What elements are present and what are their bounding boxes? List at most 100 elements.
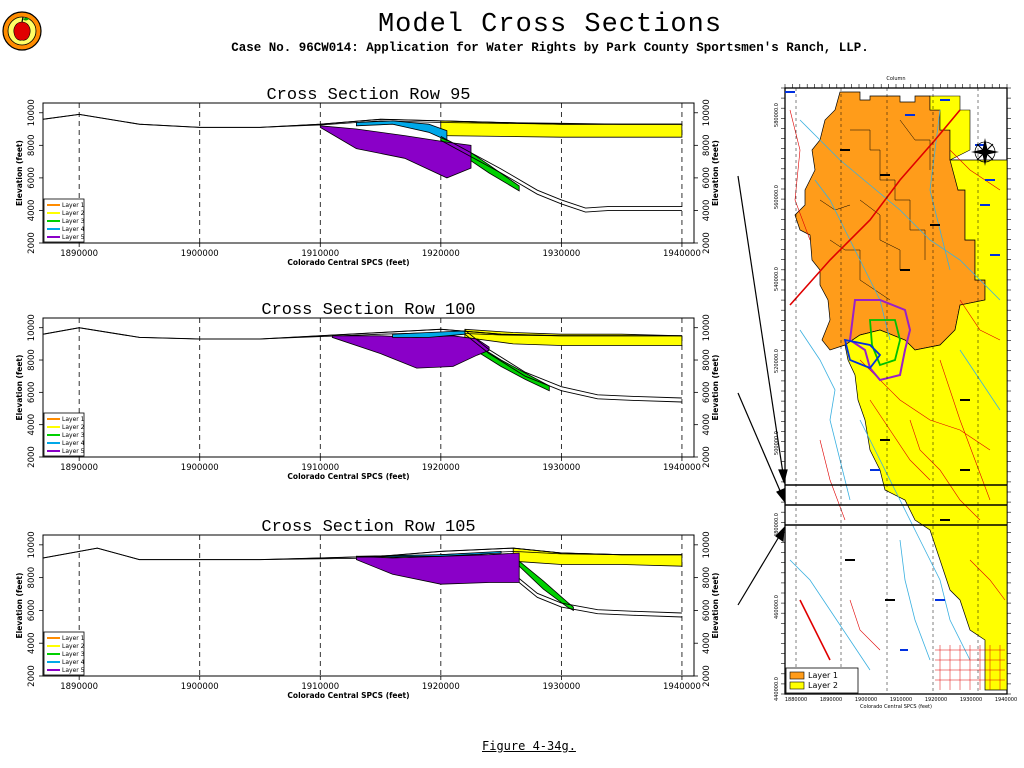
y-tick-label: 2000 <box>27 665 37 687</box>
x-axis-label: Colorado Central SPCS (feet) <box>287 258 409 267</box>
ground-surface-line <box>42 113 682 128</box>
map-well-markers <box>785 91 1000 651</box>
x-tick-label: 1900000 <box>181 682 219 692</box>
legend-label: Layer 4 <box>62 226 85 233</box>
legend-label: Layer 2 <box>62 643 85 650</box>
base-line <box>464 333 682 403</box>
legend-label: Layer 5 <box>62 667 85 674</box>
x-tick-label: 1940000 <box>663 249 701 259</box>
map-x-tick-label: 1930000 <box>960 697 982 703</box>
y-tick-label-right: 10000 <box>702 99 712 126</box>
x-tick-label: 1900000 <box>181 463 219 473</box>
y-axis-label-right: Elevation (feet) <box>711 573 720 639</box>
y-tick-label: 10000 <box>27 531 37 558</box>
y-axis-label-right: Elevation (feet) <box>711 355 720 421</box>
map-legend: Layer 1 Layer 2 <box>785 667 859 694</box>
x-tick-label: 1920000 <box>422 682 460 692</box>
legend-label: Layer 3 <box>62 651 85 658</box>
y-tick-label: 4000 <box>27 632 37 654</box>
base-line <box>440 140 682 213</box>
map-x-tick-label: 1890000 <box>820 697 842 703</box>
map-black-markers <box>840 149 970 601</box>
map-y-tick-label: 520000.0 <box>774 349 780 373</box>
y-tick-label: 4000 <box>27 200 37 222</box>
x-tick-label: 1890000 <box>60 682 98 692</box>
map-y-tick-label: 540000.0 <box>774 267 780 291</box>
pointer-arrows <box>737 175 788 606</box>
y-tick-label-right: 6000 <box>702 600 712 622</box>
map-x-tick-label: 1910000 <box>890 697 912 703</box>
y-tick-label-right: 10000 <box>702 314 712 341</box>
map-y-tick-label: 440000.0 <box>774 677 780 701</box>
map-layer2-region <box>844 159 1008 691</box>
y-tick-label-right: 6000 <box>702 167 712 189</box>
y-tick-label-right: 2000 <box>702 665 712 687</box>
y-tick-label: 4000 <box>27 414 37 436</box>
y-tick-label: 2000 <box>27 446 37 468</box>
layer-area-layer2 <box>464 328 683 346</box>
cross-section-chart-2: Cross Section Row 100 1890000 1900000 19100… <box>15 301 720 481</box>
x-tick-label: 1910000 <box>301 463 339 473</box>
y-tick-label-right: 6000 <box>702 382 712 404</box>
y-tick-label-right: 4000 <box>702 414 712 436</box>
x-tick-label: 1940000 <box>663 682 701 692</box>
map-legend-swatch-layer1 <box>789 671 805 680</box>
map-y-tick-label: 500000.0 <box>774 431 780 455</box>
map-y-tick-label: 580000.0 <box>774 103 780 127</box>
y-axis-label-right: Elevation (feet) <box>711 140 720 206</box>
x-axis-label: Colorado Central SPCS (feet) <box>287 472 409 481</box>
x-tick-label: 1890000 <box>60 463 98 473</box>
legend-label: Layer 2 <box>62 424 85 431</box>
layer-area-layer3 <box>518 560 574 612</box>
map-y-tick-label: 560000.0 <box>774 185 780 209</box>
y-tick-label-right: 8000 <box>702 349 712 371</box>
map-x-tick-labels: 1880000 1890000 1900000 1910000 1920000 19300… <box>785 697 1017 703</box>
y-tick-label-right: 10000 <box>702 531 712 558</box>
x-tick-label: 1890000 <box>60 249 98 259</box>
map-orange-detail <box>819 119 931 301</box>
map-y-tick-labels: 580000.0 560000.0 540000.0 520000.0 500000.0… <box>774 103 780 701</box>
map-ticks <box>781 84 1011 695</box>
map-blue-outline <box>843 338 882 370</box>
map-green-outline <box>869 319 901 367</box>
map-x-tick-label: 1900000 <box>855 697 877 703</box>
y-tick-label: 6000 <box>27 600 37 622</box>
y-tick-label-right: 8000 <box>702 135 712 157</box>
legend-label: Layer 1 <box>62 635 85 642</box>
legend-label: Layer 5 <box>62 448 85 455</box>
x-tick-label: 1930000 <box>542 682 580 692</box>
map-x-tick-label: 1880000 <box>785 697 807 703</box>
y-axis-label: Elevation (feet) <box>15 573 24 639</box>
y-tick-label: 10000 <box>27 314 37 341</box>
legend-label: Layer 4 <box>62 659 85 666</box>
x-tick-label: 1910000 <box>301 682 339 692</box>
map-y-tick-label: 460000.0 <box>774 595 780 619</box>
map-parcel-grid <box>935 645 1005 690</box>
layer-area-layer2 <box>440 120 683 138</box>
map-bottom-label: Colorado Central SPCS (feet) <box>860 704 932 710</box>
map-legend-label: Layer 1 <box>808 671 838 680</box>
cross-section-chart-1: Cross Section Row 95 1890000 1900000 191000… <box>15 86 720 267</box>
map-top-label: Column <box>886 76 905 82</box>
y-tick-label-right: 2000 <box>702 446 712 468</box>
x-axis-label: Colorado Central SPCS (feet) <box>287 691 409 700</box>
y-tick-label: 6000 <box>27 382 37 404</box>
legend-label: Layer 1 <box>62 416 85 423</box>
y-tick-label: 8000 <box>27 567 37 589</box>
chart-title: Cross Section Row 100 <box>261 301 475 320</box>
map-rivers <box>789 109 1001 671</box>
x-tick-label: 1930000 <box>542 249 580 259</box>
figure-caption: Figure 4-34g. <box>482 739 576 753</box>
map-y-tick-label: 480000.0 <box>774 513 780 537</box>
legend-label: Layer 5 <box>62 234 85 241</box>
page-title: Model Cross Sections <box>377 10 723 40</box>
page-subtitle: Case No. 96CW014: Application for Water … <box>231 41 869 55</box>
map-highway <box>789 109 961 661</box>
base-line-upper <box>440 136 682 209</box>
x-tick-label: 1940000 <box>663 463 701 473</box>
map-legend-label: Layer 2 <box>808 681 838 690</box>
